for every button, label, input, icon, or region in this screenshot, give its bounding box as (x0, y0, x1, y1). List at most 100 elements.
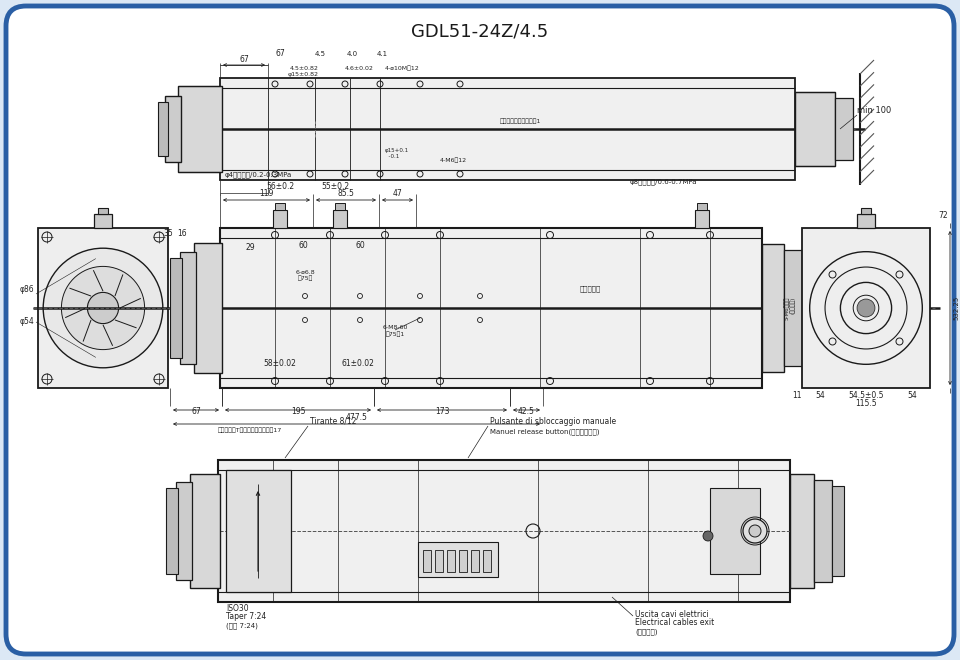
Text: Tirante 8/12: Tirante 8/12 (310, 417, 356, 426)
Bar (38, 228, 168, 388)
Text: 42.5: 42.5 (518, 407, 535, 416)
Text: 532.25: 532.25 (953, 296, 959, 320)
Bar (335, 203, 345, 210)
Bar (697, 203, 707, 210)
Bar (333, 210, 347, 228)
Circle shape (749, 525, 761, 537)
Bar (471, 550, 479, 572)
Bar (194, 243, 222, 373)
Bar (98, 208, 108, 214)
Text: 477.5: 477.5 (346, 413, 368, 422)
Text: 4.6±0.02: 4.6±0.02 (345, 66, 373, 71)
Text: 4.5±0.82: 4.5±0.82 (290, 66, 319, 71)
Text: 6-⌀6.8
法75孔: 6-⌀6.8 法75孔 (295, 269, 315, 281)
Bar (762, 244, 784, 372)
Bar (166, 488, 178, 574)
Text: 58±0.02: 58±0.02 (264, 359, 297, 368)
FancyBboxPatch shape (6, 6, 954, 654)
Bar (861, 208, 871, 214)
Text: 115.5: 115.5 (855, 399, 876, 408)
Bar (218, 460, 790, 602)
Text: φ15±0.82: φ15±0.82 (288, 72, 319, 77)
Circle shape (857, 299, 875, 317)
Circle shape (703, 531, 713, 541)
Bar (176, 482, 192, 580)
Text: (锥度 7:24): (锥度 7:24) (226, 622, 258, 628)
Text: 60: 60 (355, 241, 365, 250)
Text: 54: 54 (907, 391, 917, 400)
Bar (835, 98, 853, 160)
Text: φ54: φ54 (19, 317, 34, 326)
Bar (795, 92, 835, 166)
Text: φ15+0.1
  -0.1: φ15+0.1 -0.1 (385, 148, 409, 159)
Bar (857, 214, 875, 228)
Text: 60: 60 (299, 241, 308, 250)
Bar (273, 210, 287, 228)
Bar (165, 96, 181, 162)
Bar (802, 228, 930, 388)
Bar (226, 470, 291, 592)
Text: Taper 7:24: Taper 7:24 (226, 612, 266, 621)
Bar (275, 203, 285, 210)
Bar (220, 78, 795, 180)
Circle shape (87, 292, 119, 323)
Bar (695, 210, 709, 228)
Text: 29: 29 (245, 243, 254, 252)
Text: 4.1: 4.1 (376, 51, 388, 57)
Bar (814, 480, 832, 582)
Bar (220, 228, 762, 388)
Text: 6-M8-60
法75孔1: 6-M8-60 法75孔1 (382, 325, 408, 337)
Text: 54: 54 (815, 391, 825, 400)
Bar (158, 102, 168, 156)
Bar (459, 550, 467, 572)
Text: 55±0.2: 55±0.2 (321, 182, 349, 191)
Text: 85.5: 85.5 (338, 189, 354, 198)
Text: 5-M6螺纹孔
(均匀分布): 5-M6螺纹孔 (均匀分布) (784, 296, 796, 319)
Bar (710, 488, 760, 574)
Circle shape (43, 248, 163, 368)
Text: 4-⌀10M螺12: 4-⌀10M螺12 (385, 65, 420, 71)
Circle shape (743, 519, 767, 543)
Text: ISO30: ISO30 (226, 604, 249, 613)
Text: 47: 47 (393, 189, 402, 198)
Text: min 100: min 100 (857, 106, 891, 115)
Text: 173: 173 (435, 407, 449, 416)
Text: 67: 67 (276, 49, 285, 58)
Bar (170, 258, 182, 358)
Text: Pulsante di sbloccaggio manuale: Pulsante di sbloccaggio manuale (490, 417, 616, 426)
Text: GDL51-24Z/4.5: GDL51-24Z/4.5 (412, 23, 548, 41)
Text: Electrical cables exit: Electrical cables exit (635, 618, 714, 627)
Bar (802, 256, 814, 360)
Text: 4-M6螺12: 4-M6螺12 (440, 157, 468, 163)
Text: 小锥柄压刀T槽夹紧台阶螺纹拉桶17: 小锥柄压刀T槽夹紧台阶螺纹拉桶17 (218, 428, 282, 433)
Text: 54.5±0.5: 54.5±0.5 (849, 391, 884, 400)
Bar (784, 250, 802, 366)
Bar (790, 474, 814, 588)
Text: (电缆出口): (电缆出口) (635, 628, 658, 635)
Text: 119: 119 (259, 189, 274, 198)
Text: 67: 67 (239, 55, 249, 64)
Text: Uscita cavi elettrici: Uscita cavi elettrici (635, 610, 708, 619)
Text: 4.0: 4.0 (347, 51, 357, 57)
Bar (94, 214, 112, 228)
Bar (178, 86, 222, 172)
Bar (418, 542, 498, 577)
Text: 刻线定位夹紧支撑轴承1: 刻线定位夹紧支撑轴承1 (500, 118, 541, 124)
Bar (832, 486, 844, 576)
Circle shape (61, 267, 145, 350)
Text: 72: 72 (938, 211, 948, 220)
Text: 35: 35 (163, 229, 173, 238)
Text: 气缸充气孔: 气缸充气孔 (580, 285, 601, 292)
Text: 61±0.02: 61±0.02 (342, 359, 374, 368)
Text: φ4气嘴管径/0.2-0.3MPa: φ4气嘴管径/0.2-0.3MPa (225, 171, 292, 178)
Text: 4.5: 4.5 (315, 51, 325, 57)
Text: 56±0.2: 56±0.2 (266, 182, 294, 191)
Text: 11: 11 (792, 391, 802, 400)
Bar (190, 474, 220, 588)
Bar (180, 252, 196, 364)
Bar (435, 550, 443, 572)
Bar (447, 550, 455, 572)
Text: 16: 16 (178, 229, 187, 238)
Bar (483, 550, 491, 572)
Text: Manuel release button(松刀按鈕拨松): Manuel release button(松刀按鈕拨松) (490, 428, 599, 434)
